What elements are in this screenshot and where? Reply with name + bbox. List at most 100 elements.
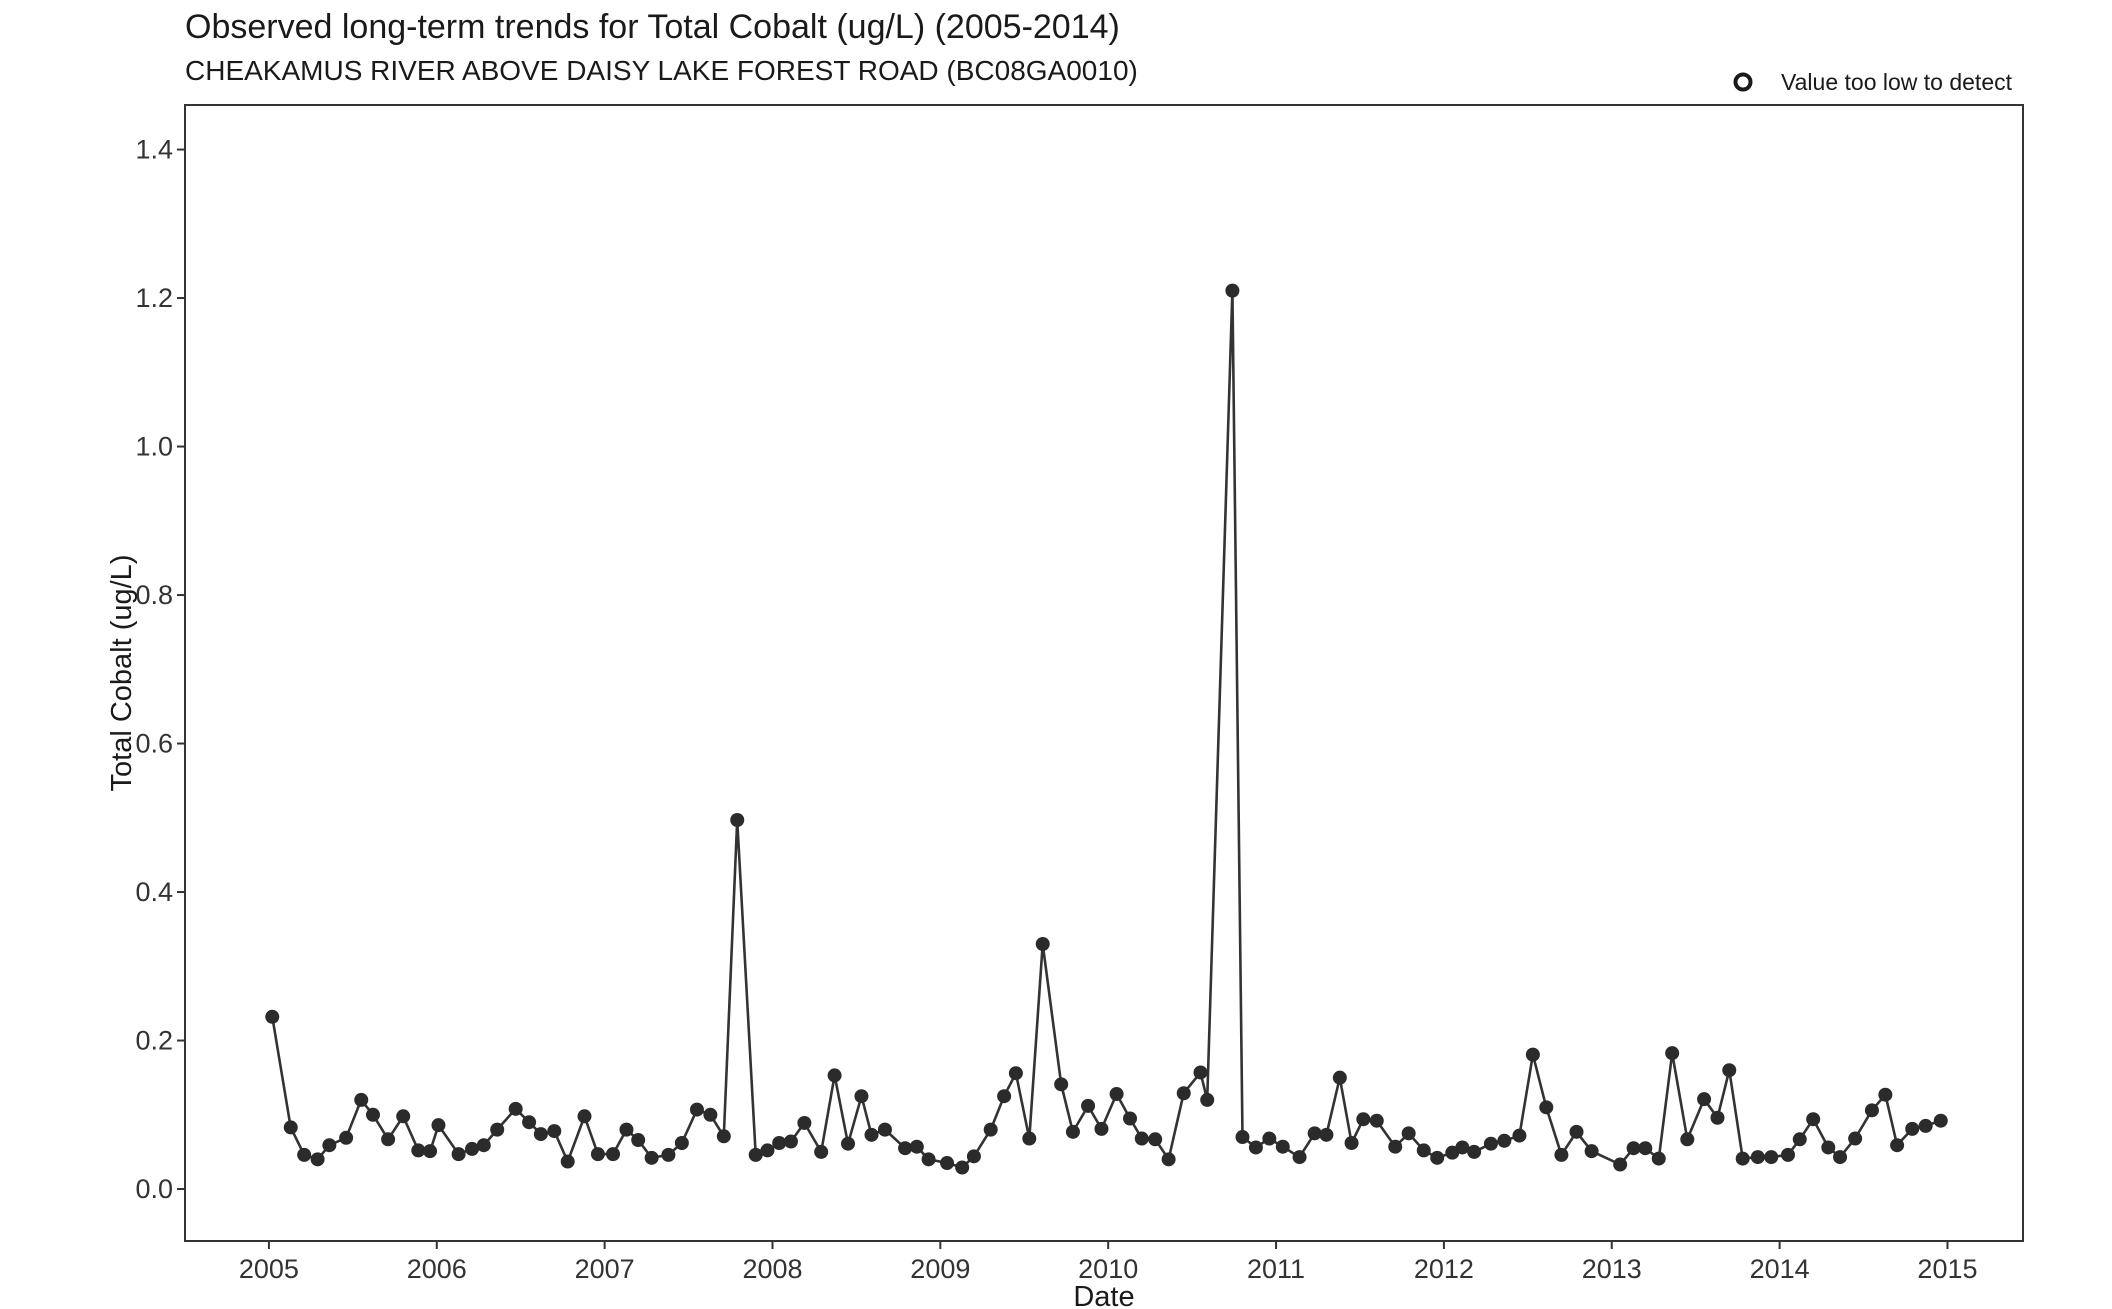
data-point (1665, 1046, 1680, 1061)
data-point (1933, 1113, 1948, 1128)
y-tick-label: 0.2 (135, 1026, 173, 1056)
data-point (1161, 1152, 1176, 1167)
data-point (1781, 1147, 1796, 1162)
x-tick-label: 2013 (1582, 1254, 1642, 1284)
data-point (1275, 1139, 1290, 1154)
data-point (661, 1147, 676, 1162)
data-point (966, 1149, 981, 1164)
data-point (411, 1143, 426, 1158)
data-point (1806, 1112, 1821, 1127)
data-point (508, 1101, 523, 1116)
data-point (997, 1089, 1012, 1104)
data-point (674, 1135, 689, 1150)
data-point (1148, 1132, 1163, 1147)
data-point (1722, 1063, 1737, 1078)
data-point (814, 1144, 829, 1159)
data-point (1081, 1098, 1096, 1113)
data-point (522, 1115, 537, 1130)
data-point (827, 1068, 842, 1083)
data-point (339, 1130, 354, 1145)
data-point (1833, 1150, 1848, 1165)
data-point (1638, 1141, 1653, 1156)
data-point (1878, 1087, 1893, 1102)
data-point (1035, 937, 1050, 952)
data-point (955, 1160, 970, 1175)
data-point (1512, 1128, 1527, 1143)
data-point (1292, 1150, 1307, 1165)
x-tick-label: 2012 (1414, 1254, 1474, 1284)
data-point (1262, 1131, 1277, 1146)
data-point (1918, 1118, 1933, 1133)
x-tick-label: 2015 (1917, 1254, 1977, 1284)
data-point (921, 1152, 936, 1167)
data-point (365, 1107, 380, 1122)
legend: Value too low to detect (1733, 69, 2013, 95)
y-tick-label: 1.4 (135, 135, 173, 165)
data-point (354, 1092, 369, 1107)
data-point (451, 1147, 466, 1162)
x-tick-label: 2006 (407, 1254, 467, 1284)
y-tick-label: 0.4 (135, 877, 173, 907)
series-layer (265, 283, 1948, 1175)
data-point (864, 1127, 879, 1142)
data-point (797, 1115, 812, 1130)
data-point (1497, 1133, 1512, 1148)
data-point (1525, 1047, 1540, 1062)
x-tick-label: 2008 (742, 1254, 802, 1284)
data-point (1821, 1140, 1836, 1155)
x-tick-label: 2014 (1750, 1254, 1810, 1284)
data-point (431, 1118, 446, 1133)
data-point (1193, 1065, 1208, 1080)
legend-label: Value too low to detect (1781, 69, 2013, 95)
data-point (1430, 1150, 1445, 1165)
data-point (1651, 1151, 1666, 1166)
data-point (1864, 1103, 1879, 1118)
data-point (689, 1102, 704, 1117)
data-point (898, 1141, 913, 1156)
data-point (283, 1120, 298, 1135)
data-point (909, 1139, 924, 1154)
data-point (730, 813, 745, 828)
data-point (716, 1129, 731, 1144)
data-point (1455, 1140, 1470, 1155)
data-point (1248, 1140, 1263, 1155)
data-point (1235, 1130, 1250, 1145)
data-point (1680, 1132, 1695, 1147)
data-point (1483, 1136, 1498, 1151)
plot-panel (184, 104, 2024, 1242)
y-tick-label: 0.0 (135, 1174, 173, 1204)
data-point (547, 1124, 562, 1139)
data-point (1613, 1157, 1628, 1172)
data-point (1388, 1139, 1403, 1154)
data-point (772, 1135, 787, 1150)
x-tick-label: 2005 (239, 1254, 299, 1284)
data-point (1134, 1131, 1149, 1146)
data-point (1344, 1135, 1359, 1150)
x-tick-label: 2011 (1247, 1254, 1305, 1284)
data-point (760, 1143, 775, 1158)
y-axis: 0.0 0.2 0.4 0.6 0.8 1.0 1.2 1.4 (135, 135, 185, 1204)
data-point (1539, 1100, 1554, 1115)
data-point (644, 1150, 659, 1165)
data-point (1569, 1124, 1584, 1139)
data-point (1890, 1138, 1905, 1153)
data-point (490, 1122, 505, 1137)
data-point (1735, 1151, 1750, 1166)
y-tick-label: 1.0 (135, 432, 173, 462)
data-point (1008, 1066, 1023, 1081)
chart-title: Observed long-term trends for Total Coba… (185, 8, 1120, 46)
chart-subtitle: CHEAKAMUS RIVER ABOVE DAISY LAKE FOREST … (185, 55, 1138, 86)
data-point (1416, 1143, 1431, 1158)
data-point (423, 1144, 438, 1159)
data-point (476, 1138, 491, 1153)
data-point (381, 1132, 396, 1147)
x-axis: 2005 2006 2007 2008 2009 2010 2011 2012 2013 2014… (239, 1241, 1978, 1284)
data-point (606, 1147, 621, 1162)
data-point (1094, 1121, 1109, 1136)
data-point (265, 1009, 280, 1024)
data-point (1710, 1110, 1725, 1125)
data-point (1065, 1124, 1080, 1139)
data-point (1905, 1121, 1920, 1136)
legend-open-circle-icon (1733, 72, 1753, 92)
